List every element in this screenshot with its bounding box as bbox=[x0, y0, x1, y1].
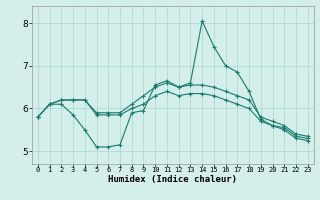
X-axis label: Humidex (Indice chaleur): Humidex (Indice chaleur) bbox=[108, 175, 237, 184]
